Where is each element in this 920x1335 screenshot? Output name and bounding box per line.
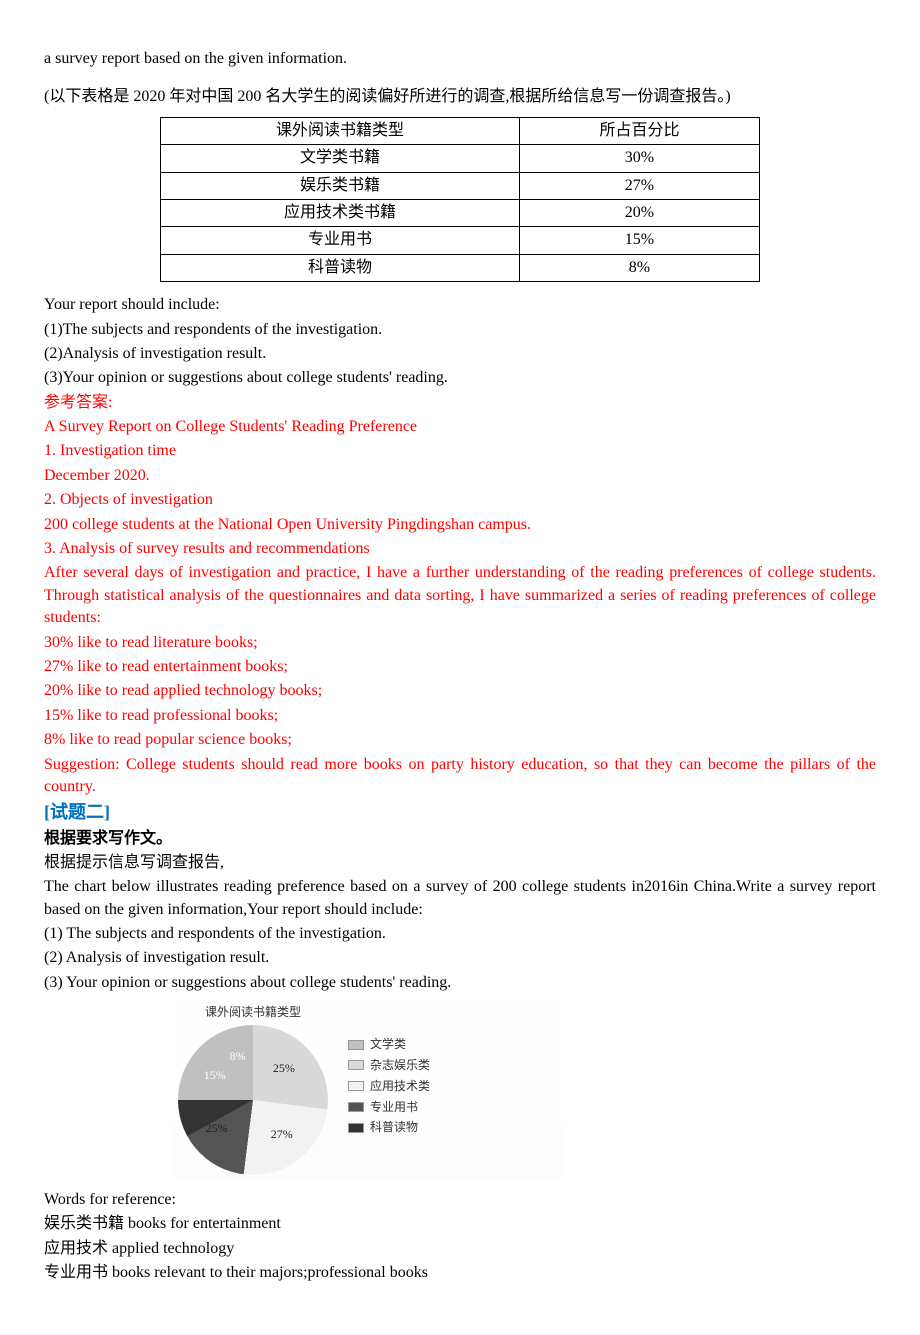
answer-sec3-h: 3. Analysis of survey results and recomm… — [44, 538, 876, 560]
answer-sec2-h: 2. Objects of investigation — [44, 489, 876, 511]
pie-chart-container: 课外阅读书籍类型 25% 27% 25% 15%8% 文学类杂志娱乐类应用技术类专业用… — [174, 1000, 562, 1179]
answer-bullet: 8% like to read popular science books; — [44, 729, 876, 751]
pie-chart: 25% 27% 25% 15%8% — [178, 1025, 328, 1175]
q2-item: (3) Your opinion or suggestions about co… — [44, 972, 876, 994]
table-cell: 27% — [519, 172, 759, 199]
pie-slice-label: 15% — [204, 1067, 226, 1084]
answer-label: 参考答案: — [44, 392, 876, 414]
legend-label: 应用技术类 — [370, 1078, 430, 1095]
answer-bullet: 20% like to read applied technology book… — [44, 680, 876, 702]
legend-label: 杂志娱乐类 — [370, 1057, 430, 1074]
table-row: 娱乐类书籍27% — [161, 172, 760, 199]
answer-sec1-h: 1. Investigation time — [44, 440, 876, 462]
question-2-header: [试题二] — [44, 800, 876, 825]
legend-row: 杂志娱乐类 — [348, 1057, 430, 1074]
legend-swatch — [348, 1060, 364, 1070]
answer-sec3-b: After several days of investigation and … — [44, 562, 876, 629]
pie-slice-label: 27% — [271, 1126, 293, 1143]
table-cell: 文学类书籍 — [161, 145, 520, 172]
table-cell: 15% — [519, 227, 759, 254]
legend-swatch — [348, 1123, 364, 1133]
q2-line3: The chart below illustrates reading pref… — [44, 876, 876, 921]
pie-slice-label: 25% — [205, 1120, 227, 1137]
pie-slice-label: 8% — [230, 1048, 246, 1065]
answer-title: A Survey Report on College Students' Rea… — [44, 416, 876, 438]
report-include-item: (3)Your opinion or suggestions about col… — [44, 367, 876, 389]
table-cell: 8% — [519, 254, 759, 281]
table-row: 专业用书15% — [161, 227, 760, 254]
report-include-item: (1)The subjects and respondents of the i… — [44, 319, 876, 341]
chinese-prompt: (以下表格是 2020 年对中国 200 名大学生的阅读偏好所进行的调查,根据所… — [44, 86, 876, 108]
q2-item: (1) The subjects and respondents of the … — [44, 923, 876, 945]
table-row: 文学类书籍30% — [161, 145, 760, 172]
table-cell: 专业用书 — [161, 227, 520, 254]
legend-label: 科普读物 — [370, 1119, 418, 1136]
legend-swatch — [348, 1081, 364, 1091]
q2-item: (2) Analysis of investigation result. — [44, 947, 876, 969]
table-cell: 娱乐类书籍 — [161, 172, 520, 199]
q2-line1: 根据要求写作文。 — [44, 828, 876, 850]
legend-row: 专业用书 — [348, 1099, 430, 1116]
answer-bullet: 15% like to read professional books; — [44, 705, 876, 727]
answer-bullet: 27% like to read entertainment books; — [44, 656, 876, 678]
words-ref-item: 应用技术 applied technology — [44, 1238, 876, 1260]
table-row: 科普读物8% — [161, 254, 760, 281]
table-cell: 科普读物 — [161, 254, 520, 281]
table-cell: 应用技术类书籍 — [161, 199, 520, 226]
report-include-lead: Your report should include: — [44, 294, 876, 316]
legend-label: 文学类 — [370, 1036, 406, 1053]
pie-legend: 文学类杂志娱乐类应用技术类专业用书科普读物 — [348, 1032, 430, 1140]
words-ref-item: 专业用书 books relevant to their majors;prof… — [44, 1262, 876, 1284]
table-cell: 20% — [519, 199, 759, 226]
answer-bullet: 30% like to read literature books; — [44, 632, 876, 654]
table-cell: 30% — [519, 145, 759, 172]
table-header-cell: 所占百分比 — [519, 117, 759, 144]
table-row: 应用技术类书籍20% — [161, 199, 760, 226]
legend-row: 应用技术类 — [348, 1078, 430, 1095]
legend-row: 科普读物 — [348, 1119, 430, 1136]
q2-line2: 根据提示信息写调查报告, — [44, 852, 876, 874]
legend-swatch — [348, 1040, 364, 1050]
intro-line: a survey report based on the given infor… — [44, 48, 876, 70]
words-ref-lead: Words for reference: — [44, 1189, 876, 1211]
words-ref-item: 娱乐类书籍 books for entertainment — [44, 1213, 876, 1235]
pie-title: 课外阅读书籍类型 — [205, 1004, 301, 1021]
table-row: 课外阅读书籍类型 所占百分比 — [161, 117, 760, 144]
answer-sec2-b: 200 college students at the National Ope… — [44, 514, 876, 536]
spacer — [44, 72, 876, 86]
answer-sec1-b: December 2020. — [44, 465, 876, 487]
legend-swatch — [348, 1102, 364, 1112]
reading-table: 课外阅读书籍类型 所占百分比 文学类书籍30% 娱乐类书籍27% 应用技术类书籍… — [160, 117, 760, 282]
legend-row: 文学类 — [348, 1036, 430, 1053]
table-header-cell: 课外阅读书籍类型 — [161, 117, 520, 144]
report-include-item: (2)Analysis of investigation result. — [44, 343, 876, 365]
legend-label: 专业用书 — [370, 1099, 418, 1116]
pie-slice-label: 25% — [273, 1060, 295, 1077]
answer-suggestion: Suggestion: College students should read… — [44, 754, 876, 799]
